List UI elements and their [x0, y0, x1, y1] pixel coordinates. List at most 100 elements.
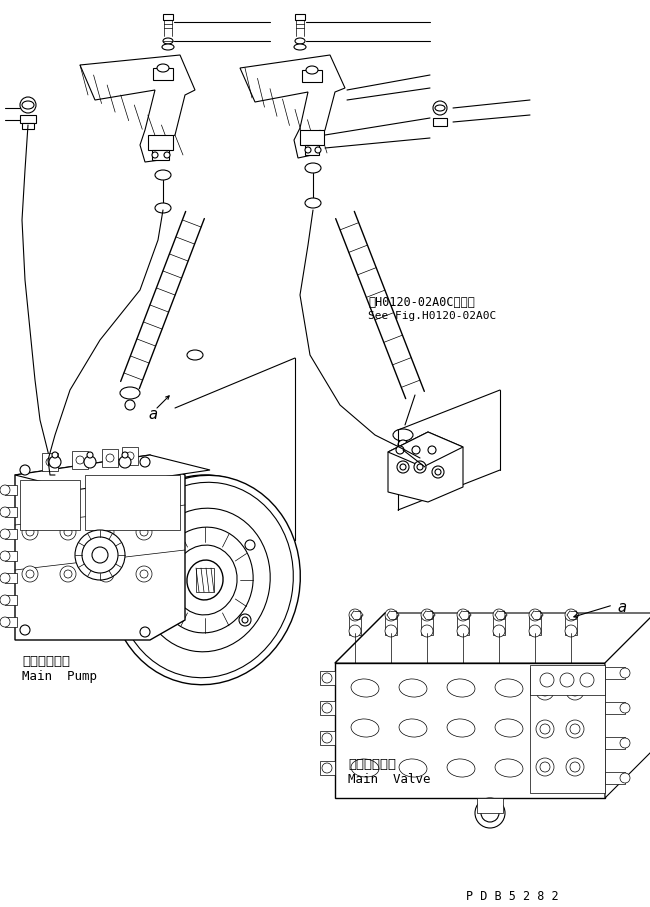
Bar	[22, 123, 34, 129]
Ellipse shape	[187, 560, 223, 600]
Polygon shape	[388, 432, 463, 502]
Bar	[305, 145, 319, 155]
Circle shape	[242, 617, 248, 623]
Bar	[320, 701, 335, 715]
Circle shape	[396, 446, 404, 454]
Ellipse shape	[294, 44, 306, 50]
Bar	[5, 507, 17, 517]
Circle shape	[64, 486, 72, 494]
Text: a: a	[148, 407, 157, 422]
Bar	[5, 551, 17, 561]
Bar	[530, 665, 605, 695]
Circle shape	[60, 566, 76, 582]
Circle shape	[102, 486, 110, 494]
Text: See Fig.H0120-02A0C: See Fig.H0120-02A0C	[368, 311, 496, 321]
Circle shape	[428, 446, 436, 454]
Circle shape	[84, 456, 96, 468]
Circle shape	[60, 482, 76, 498]
Bar	[295, 14, 305, 20]
Circle shape	[140, 457, 150, 467]
Ellipse shape	[495, 719, 523, 737]
Circle shape	[493, 609, 505, 621]
Circle shape	[126, 452, 134, 460]
Circle shape	[322, 733, 332, 743]
Bar	[153, 68, 173, 80]
Ellipse shape	[305, 163, 321, 173]
Bar	[5, 617, 17, 627]
Circle shape	[536, 758, 554, 776]
Circle shape	[620, 703, 630, 713]
Circle shape	[106, 454, 114, 462]
Ellipse shape	[495, 679, 523, 697]
Text: メインバルブ: メインバルブ	[348, 758, 396, 771]
Ellipse shape	[22, 101, 34, 109]
Circle shape	[385, 625, 397, 637]
Ellipse shape	[117, 483, 293, 678]
Circle shape	[570, 762, 580, 772]
Ellipse shape	[447, 719, 475, 737]
Circle shape	[140, 570, 148, 578]
Circle shape	[0, 507, 10, 517]
Circle shape	[52, 452, 58, 458]
Circle shape	[540, 673, 554, 687]
Circle shape	[529, 609, 541, 621]
Ellipse shape	[173, 545, 237, 615]
Circle shape	[322, 703, 332, 713]
Circle shape	[76, 456, 84, 464]
Circle shape	[475, 798, 505, 828]
Bar	[148, 135, 173, 150]
Circle shape	[245, 540, 255, 550]
Ellipse shape	[351, 719, 379, 737]
Bar	[85, 475, 180, 530]
Bar	[72, 451, 88, 469]
Circle shape	[92, 547, 108, 563]
Circle shape	[400, 464, 406, 470]
Ellipse shape	[162, 44, 174, 50]
Circle shape	[136, 524, 152, 540]
Circle shape	[457, 625, 469, 637]
Circle shape	[125, 400, 135, 410]
Circle shape	[349, 609, 361, 621]
Bar	[320, 761, 335, 775]
Circle shape	[22, 566, 38, 582]
Bar	[122, 447, 138, 465]
Bar	[385, 615, 397, 635]
Circle shape	[102, 570, 110, 578]
Bar	[20, 480, 80, 530]
Circle shape	[64, 570, 72, 578]
Circle shape	[536, 682, 554, 700]
Circle shape	[60, 524, 76, 540]
Circle shape	[566, 720, 584, 738]
Circle shape	[315, 147, 321, 153]
Circle shape	[412, 446, 420, 454]
Bar	[20, 115, 36, 123]
Bar	[5, 485, 17, 495]
Circle shape	[322, 763, 332, 773]
Circle shape	[87, 452, 93, 458]
Circle shape	[565, 609, 577, 621]
Text: P D B 5 2 8 2: P D B 5 2 8 2	[466, 890, 558, 903]
Circle shape	[421, 625, 433, 637]
Circle shape	[435, 469, 441, 475]
Ellipse shape	[157, 527, 253, 633]
Polygon shape	[335, 613, 650, 663]
Circle shape	[140, 528, 148, 536]
Ellipse shape	[305, 198, 321, 208]
Circle shape	[0, 617, 10, 627]
Circle shape	[152, 152, 158, 158]
Ellipse shape	[155, 203, 171, 213]
Bar	[457, 615, 469, 635]
Ellipse shape	[543, 719, 571, 737]
Bar	[320, 731, 335, 745]
Circle shape	[481, 804, 499, 822]
Ellipse shape	[543, 679, 571, 697]
Polygon shape	[335, 663, 605, 798]
Ellipse shape	[435, 105, 445, 111]
Circle shape	[570, 686, 580, 696]
Bar	[421, 615, 433, 635]
Ellipse shape	[399, 719, 427, 737]
Circle shape	[164, 152, 170, 158]
Bar	[302, 70, 322, 82]
Ellipse shape	[306, 66, 318, 74]
Circle shape	[560, 673, 574, 687]
